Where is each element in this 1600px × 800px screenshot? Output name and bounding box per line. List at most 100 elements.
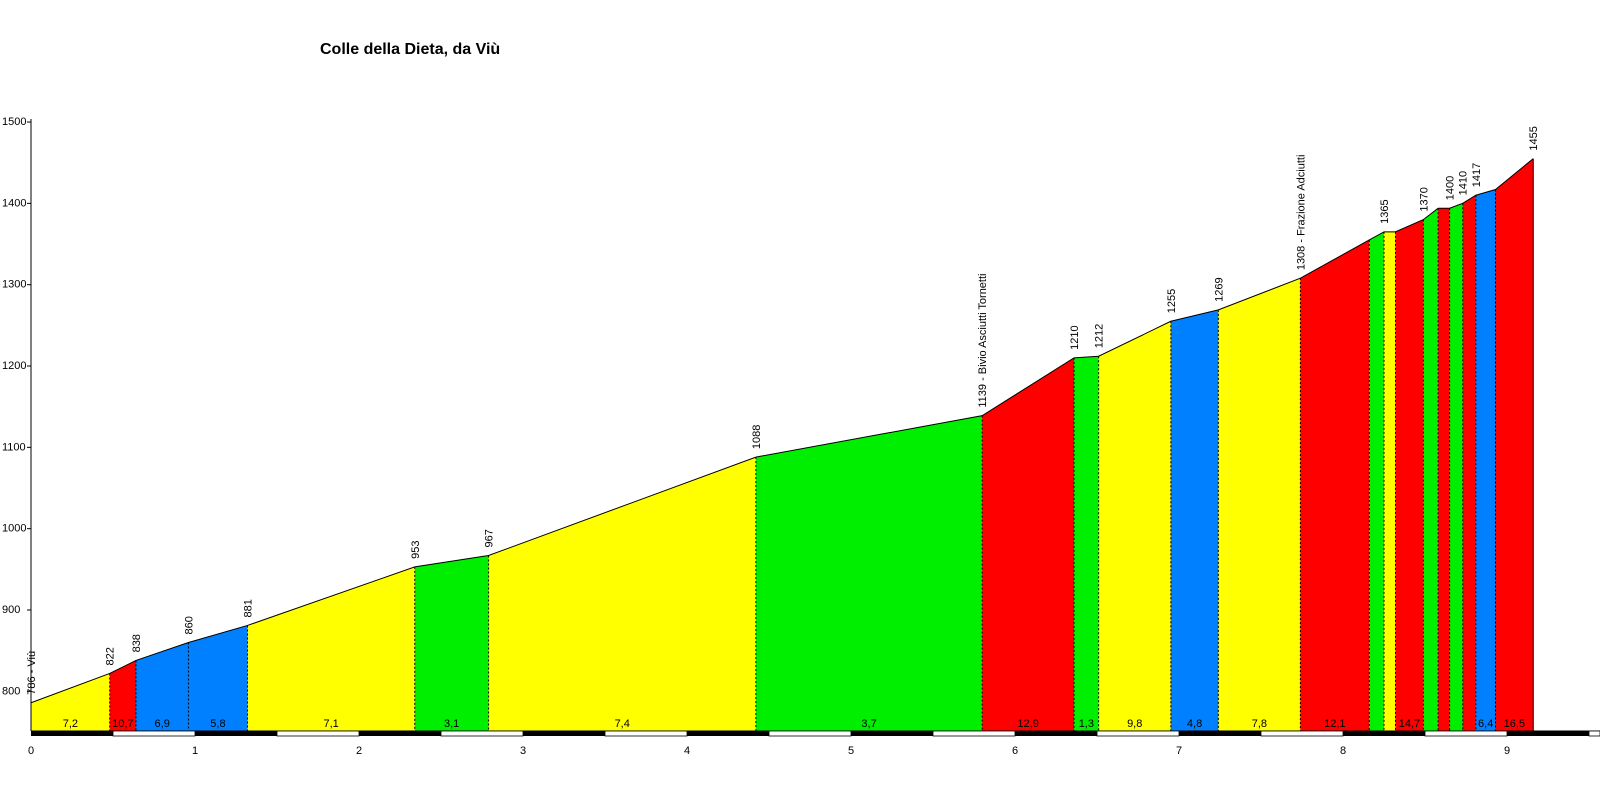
gradient-segments (31, 158, 1534, 732)
elevation-label: 822 (105, 647, 117, 665)
y-tick-label: 1500 (2, 116, 26, 128)
y-axis: 800 900 1000 1100 1200 1300 1400 1500 (2, 116, 32, 731)
gradient-label: 14,7 (1399, 718, 1420, 730)
profile-segment (982, 357, 1075, 731)
elevation-label: 1088 (751, 425, 763, 449)
gradient-label: 7,4 (615, 718, 630, 730)
x-scale-white (932, 730, 1016, 737)
x-tick-label: 5 (848, 745, 854, 757)
gradient-label: 7,1 (323, 718, 338, 730)
elevation-label: 1212 (1094, 324, 1106, 348)
gradient-label: 5,8 (210, 718, 225, 730)
y-tick-label: 800 (2, 685, 20, 697)
elevation-label: 1308 - Frazione Adciutti (1295, 155, 1307, 271)
profile-segment (247, 566, 415, 731)
x-scale-black (851, 731, 933, 736)
elevation-label: 1410 (1458, 171, 1470, 195)
profile-segment (1170, 309, 1219, 731)
y-tick-label: 1100 (2, 441, 26, 453)
profile-segment (414, 555, 489, 731)
elevation-label: 1269 (1213, 277, 1225, 301)
profile-segment (1300, 239, 1370, 732)
gradient-label: 6,9 (155, 718, 170, 730)
profile-segment (1098, 321, 1171, 731)
x-scale-white (1260, 730, 1344, 737)
elevation-label: 967 (484, 529, 496, 547)
elevation-label: 838 (131, 634, 143, 652)
x-scale-white (1096, 730, 1180, 737)
x-scale-black (359, 731, 441, 736)
elevation-label: 1139 - Bivio Asciutti Tornetti (977, 274, 989, 408)
profile-segment (188, 625, 248, 731)
elevation-label: 881 (242, 599, 254, 617)
y-tick-label: 900 (2, 604, 20, 616)
x-tick-label: 0 (28, 745, 34, 757)
y-tick-label: 1200 (2, 360, 26, 372)
x-scale-white (1424, 730, 1508, 737)
elevation-labels: 786 - Viù 822 838 860 881 953 967 1088 1139 - Bi… (26, 126, 1540, 695)
segment-dividers (109, 189, 1497, 731)
x-scale-white (112, 730, 196, 737)
profile-segment (135, 642, 189, 731)
profile-segment (1438, 208, 1450, 731)
y-tick-label: 1300 (2, 279, 26, 291)
gradient-label: 12,1 (1324, 718, 1345, 730)
profile-segment (1449, 203, 1463, 732)
profile-segment (1462, 195, 1476, 732)
elevation-label: 786 - Viù (26, 651, 38, 695)
x-scale-black (195, 731, 277, 736)
profile-segment (1475, 189, 1496, 731)
elevation-label: 1365 (1379, 199, 1391, 223)
elevation-label: 1210 (1069, 325, 1081, 349)
x-scale-white (768, 730, 852, 737)
elevation-label: 1400 (1445, 176, 1457, 200)
gradient-label: 7,2 (63, 718, 78, 730)
profile-segment (109, 660, 136, 731)
x-scale-white (440, 730, 524, 737)
gradient-label: 12,9 (1017, 718, 1038, 730)
gradient-label: 9,8 (1127, 718, 1142, 730)
chart-title: Colle della Dieta, da Viù (320, 41, 500, 58)
x-scale-black (1507, 731, 1589, 736)
gradient-label: 4,8 (1187, 718, 1202, 730)
x-tick-label: 9 (1504, 745, 1510, 757)
x-scale-black (1015, 731, 1097, 736)
x-tick-label: 4 (684, 745, 690, 757)
x-tick-label: 7 (1176, 745, 1182, 757)
profile-segment (1395, 219, 1424, 731)
profile-segment (31, 673, 110, 731)
profile-segment (1384, 231, 1396, 731)
profile-segment (1074, 356, 1099, 731)
x-tick-label: 8 (1340, 745, 1346, 757)
gradient-label: 1,3 (1079, 718, 1094, 730)
elevation-label: 1370 (1418, 187, 1430, 211)
elevation-label: 1255 (1166, 289, 1178, 313)
profile-segment (755, 415, 983, 731)
y-tick-label: 1400 (2, 197, 26, 209)
gradient-label: 10,7 (112, 718, 133, 730)
elevation-label: 1417 (1471, 163, 1483, 187)
y-tick-label: 1000 (2, 523, 26, 535)
gradient-label: 16,5 (1504, 718, 1525, 730)
x-scale-black (1343, 731, 1425, 736)
gradient-labels: 7,2 10,7 6,9 5,8 7,1 3,1 7,4 3,7 12,9 1,3 9,8 4,8 7,… (63, 718, 1525, 730)
x-scale-white (276, 730, 360, 737)
gradient-label: 3,1 (444, 718, 459, 730)
x-scale-white (1588, 730, 1600, 737)
x-tick-label: 1 (192, 745, 198, 757)
profile-top-line (30, 158, 1534, 704)
elevation-label: 860 (183, 616, 195, 634)
x-axis: 0 1 2 3 4 5 6 7 8 9 (28, 730, 1600, 757)
gradient-label: 6,4 (1478, 718, 1493, 730)
x-scale-black (687, 731, 769, 736)
gradient-label: 3,7 (861, 718, 876, 730)
profile-segment (1369, 231, 1384, 731)
profile-segment (1495, 158, 1534, 731)
gradient-label: 7,8 (1252, 718, 1267, 730)
profile-segment (1218, 278, 1301, 731)
x-scale-black (523, 731, 605, 736)
x-tick-label: 2 (356, 745, 362, 757)
x-scale-black (1179, 731, 1261, 736)
x-scale-white (604, 730, 688, 737)
